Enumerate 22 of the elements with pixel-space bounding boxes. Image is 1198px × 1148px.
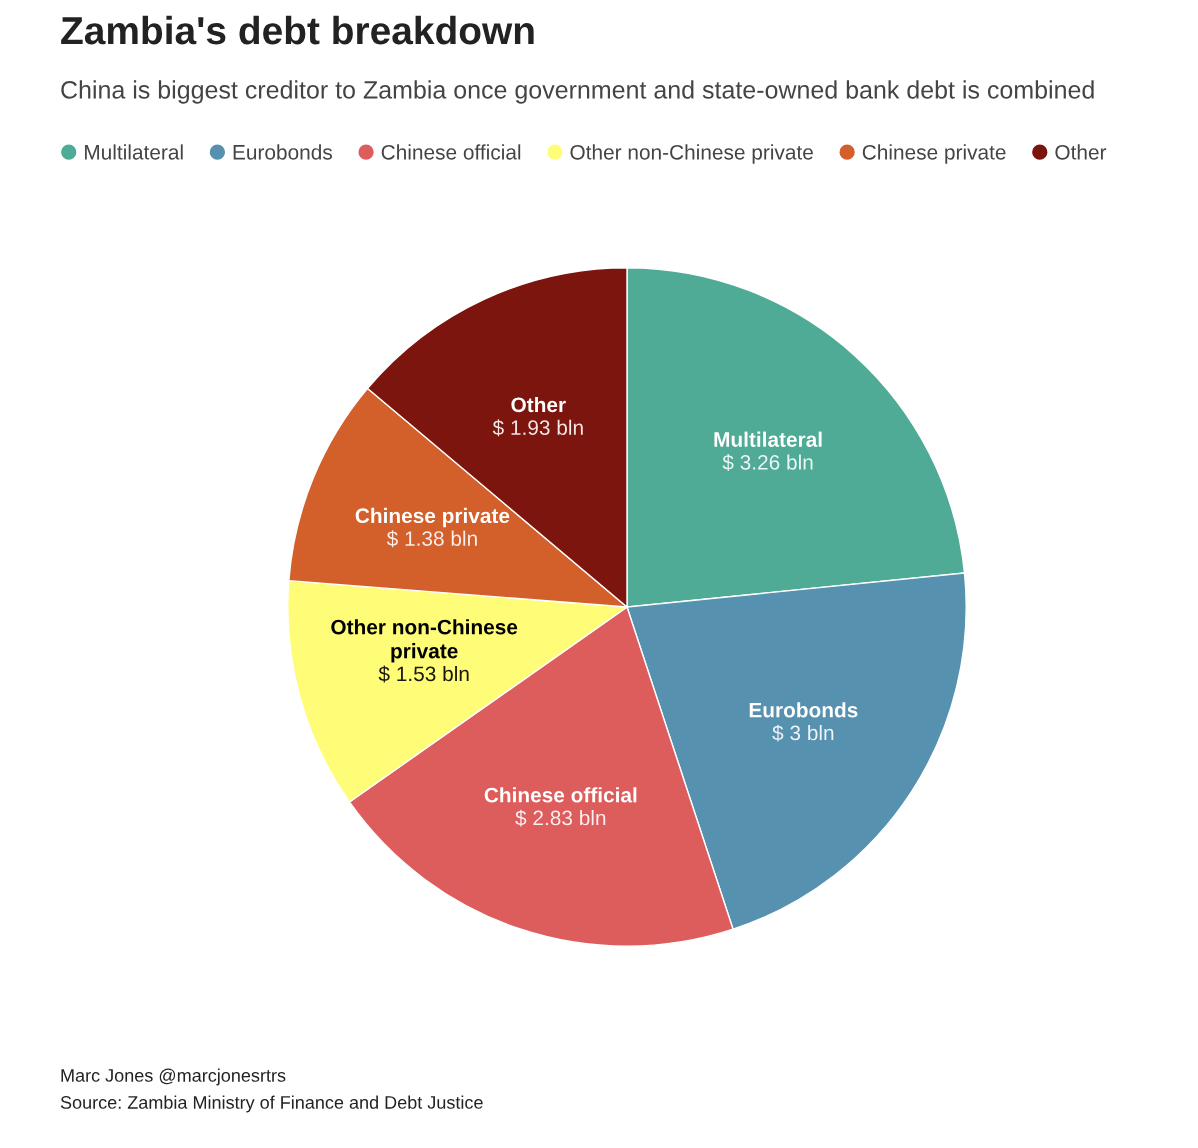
chart-subtitle: China is biggest creditor to Zambia once government and state-owned bank debt is combined: [61, 80, 1094, 104]
legend-label: Other non-Chinese private: [570, 144, 813, 164]
source-note: Source: Zambia Ministry of Finance and Debt Justice: [60, 1095, 483, 1113]
legend-label: Eurobonds: [233, 144, 332, 160]
slice-label: Chinese official: [484, 787, 637, 803]
legend-label: Chinese official: [381, 144, 521, 160]
slice-label: Other non-Chinese private: [331, 619, 518, 663]
data-label: $ 2.83 bln: [515, 809, 606, 827]
slice-label: Multilateral: [714, 431, 822, 447]
chart-title: Zambia's debt breakdown: [61, 15, 534, 45]
data-label: $ 1.53 bln: [378, 665, 469, 683]
legend-label: Chinese private: [862, 144, 1006, 164]
slice-label: Chinese private: [355, 507, 510, 528]
data-label: $ 1.38 bln: [386, 530, 477, 548]
data-label: $ 3 bln: [772, 724, 834, 742]
data-label: $ 1.93 bln: [492, 419, 583, 437]
legend-label: Other: [1055, 144, 1107, 160]
data-label: $ 3.26 bln: [722, 454, 813, 471]
slice-label: Eurobonds: [749, 702, 858, 718]
slice-label: Other: [511, 396, 566, 413]
text: Marc Jones @marcjonesrtrs: [61, 1068, 286, 1086]
legend-label: Multilateral: [85, 144, 183, 160]
